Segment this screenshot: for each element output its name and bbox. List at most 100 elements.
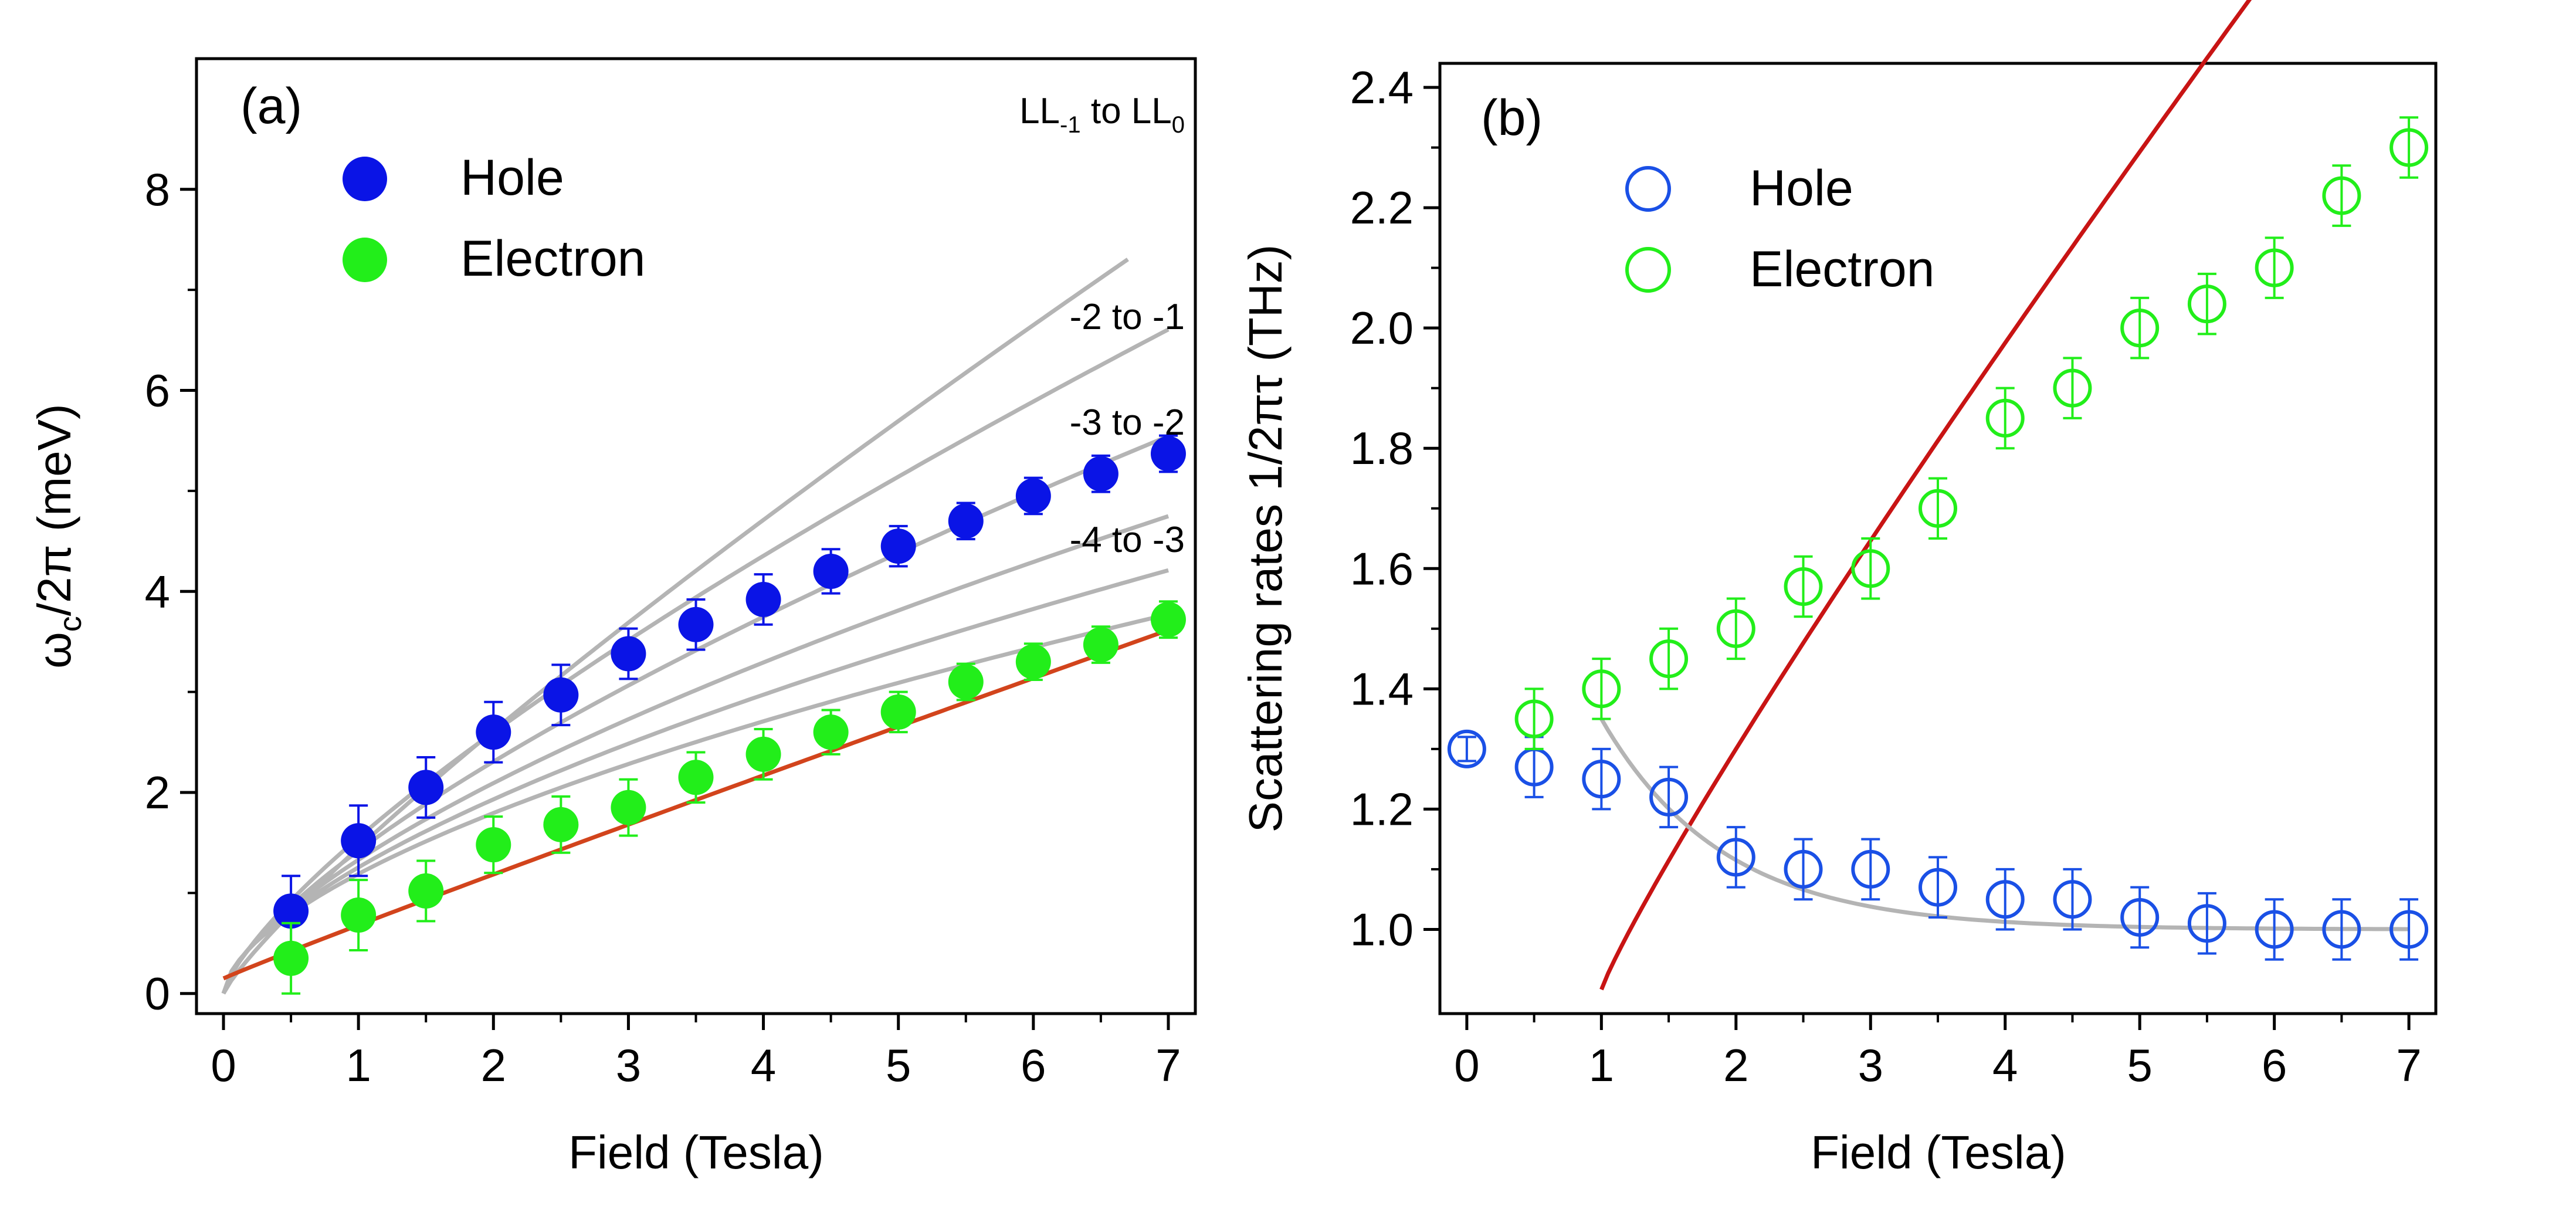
electron-data-point [813, 714, 849, 750]
panel-b-label: (b) [1481, 90, 1543, 146]
panel-b-curves [1599, 0, 2409, 991]
panel-a-x-axis-title: Field (Tesla) [568, 1126, 824, 1178]
electron-data-point [2255, 248, 2294, 287]
y-tick-label: 4 [145, 565, 170, 617]
y-tick-label: 1.2 [1350, 783, 1414, 835]
x-tick-label: 4 [1992, 1039, 2018, 1091]
x-tick-label: 6 [2262, 1039, 2287, 1091]
y-tick-label: 2 [145, 767, 170, 818]
x-tick-label: 0 [1454, 1039, 1479, 1091]
legend-hole-label: Hole [460, 150, 564, 206]
x-tick-label: 1 [1589, 1039, 1614, 1091]
hole-data-point [1851, 849, 1890, 889]
panel-a-series [273, 434, 1186, 995]
legend-hole-label: Hole [1750, 160, 1853, 216]
panel-b-ticks: 0 1 2 3 4 5 6 7 1.0 1.2 1.4 1.6 1.8 2.0 2.2 2.4 [1350, 62, 2422, 1091]
electron-data-point [2322, 176, 2361, 215]
hole-data-point [1716, 838, 1755, 877]
x-tick-label: 2 [481, 1039, 506, 1091]
electron-data-point [678, 760, 714, 795]
hole-data-point [880, 529, 916, 564]
electron-data-point [880, 694, 916, 730]
electron-data-point [273, 940, 309, 976]
panel-a-ticks: 0 1 2 3 4 5 6 7 0 2 4 6 8 [145, 164, 1181, 1091]
hole-data-point [2255, 910, 2294, 949]
y-tick-label: 2.4 [1350, 62, 1414, 113]
hole-data-point [408, 770, 444, 805]
hole-data-point [2187, 904, 2226, 943]
electron-data-point [948, 664, 984, 700]
hole-data-point [611, 636, 646, 672]
hole-data-point [678, 607, 714, 642]
electron-data-point [476, 827, 511, 863]
hole-data-point [2120, 897, 2160, 937]
x-tick-label: 1 [345, 1039, 371, 1091]
legend-electron-label: Electron [1750, 241, 1935, 297]
electron-data-point [1150, 602, 1186, 638]
hole-data-point [1150, 436, 1186, 472]
electron-data-point [1919, 489, 1957, 528]
panel-a-legend: Hole Electron [343, 150, 646, 287]
curve--6-to-5 [221, 612, 1169, 994]
x-tick-label: 0 [211, 1039, 236, 1091]
x-tick-label: 7 [2396, 1039, 2421, 1091]
electron-data-point [1649, 639, 1689, 679]
annotation-minus3-to-minus2: -3 to -2 [1070, 402, 1185, 443]
hole-data-point [2322, 910, 2361, 949]
y-tick-label: 1.6 [1350, 543, 1414, 594]
y-tick-label: 1.4 [1350, 663, 1414, 714]
x-tick-label: 2 [1723, 1039, 1748, 1091]
legend-hole-marker [343, 157, 387, 201]
panel-b: 0 1 2 3 4 5 6 7 1.0 1.2 1.4 1.6 1.8 2.0 2.2 2.4 (b) Hol… [1239, 0, 2438, 1178]
legend-electron-label: Electron [460, 231, 646, 287]
annotation-ll-minus1-to-ll0: LL-1 to LL0 [1019, 91, 1185, 138]
curve-electron-fit [1599, 0, 2252, 991]
electron-data-point [1985, 398, 2025, 438]
hole-data-point [476, 714, 511, 750]
curve--4-to-3 [221, 514, 1170, 994]
x-tick-label: 6 [1021, 1039, 1046, 1091]
legend-hole-marker [1625, 166, 1671, 212]
electron-data-point [745, 736, 781, 772]
panel-a-y-axis-title: ωc/2π (meV) [28, 404, 88, 668]
hole-data-point [1015, 478, 1051, 514]
hole-data-point [2053, 880, 2092, 919]
x-tick-label: 5 [2127, 1039, 2152, 1091]
hole-data-point [813, 553, 849, 589]
electron-data-point [1716, 609, 1755, 648]
y-tick-label: 2.2 [1350, 182, 1414, 233]
curve--5-to-4 [221, 568, 1169, 994]
x-tick-label: 4 [751, 1039, 776, 1091]
y-tick-label: 2.0 [1350, 302, 1414, 354]
electron-data-point [543, 807, 579, 842]
panel-b-series [1447, 116, 2429, 961]
hole-data-point [2389, 910, 2429, 949]
hole-data-point [1582, 760, 1621, 799]
panel-b-y-axis-title: Scattering rates 1/2πτ (THz) [1239, 245, 1292, 833]
legend-electron-marker [1625, 247, 1671, 293]
y-tick-label: 1.8 [1350, 422, 1414, 474]
hole-data-point [745, 581, 781, 617]
x-tick-label: 5 [886, 1039, 911, 1091]
hole-data-point [1985, 880, 2025, 919]
electron-data-point [341, 897, 377, 933]
hole-data-point [948, 503, 984, 539]
y-tick-label: 8 [145, 164, 170, 215]
electron-data-point [1582, 669, 1621, 709]
hole-data-point [1649, 777, 1689, 817]
hole-data-point [1784, 849, 1823, 889]
electron-data-point [408, 873, 444, 909]
electron-data-point [1784, 567, 1823, 607]
hole-data-point [273, 893, 309, 929]
hole-data-point [1919, 868, 1957, 907]
hole-data-point [543, 677, 579, 713]
electron-data-point [1083, 627, 1118, 663]
curve--2-to-1 [221, 327, 1170, 995]
electron-data-point [1851, 549, 1890, 588]
electron-data-point [2187, 284, 2226, 324]
annotation-minus2-to-minus1: -2 to -1 [1070, 297, 1185, 337]
panel-a: 0 1 2 3 4 5 6 7 0 2 4 6 8 (a) Hole Electron LL-1 to … [28, 57, 1197, 1178]
panel-a-label: (a) [240, 78, 302, 134]
panel-a-plot-frame [195, 57, 1197, 1015]
